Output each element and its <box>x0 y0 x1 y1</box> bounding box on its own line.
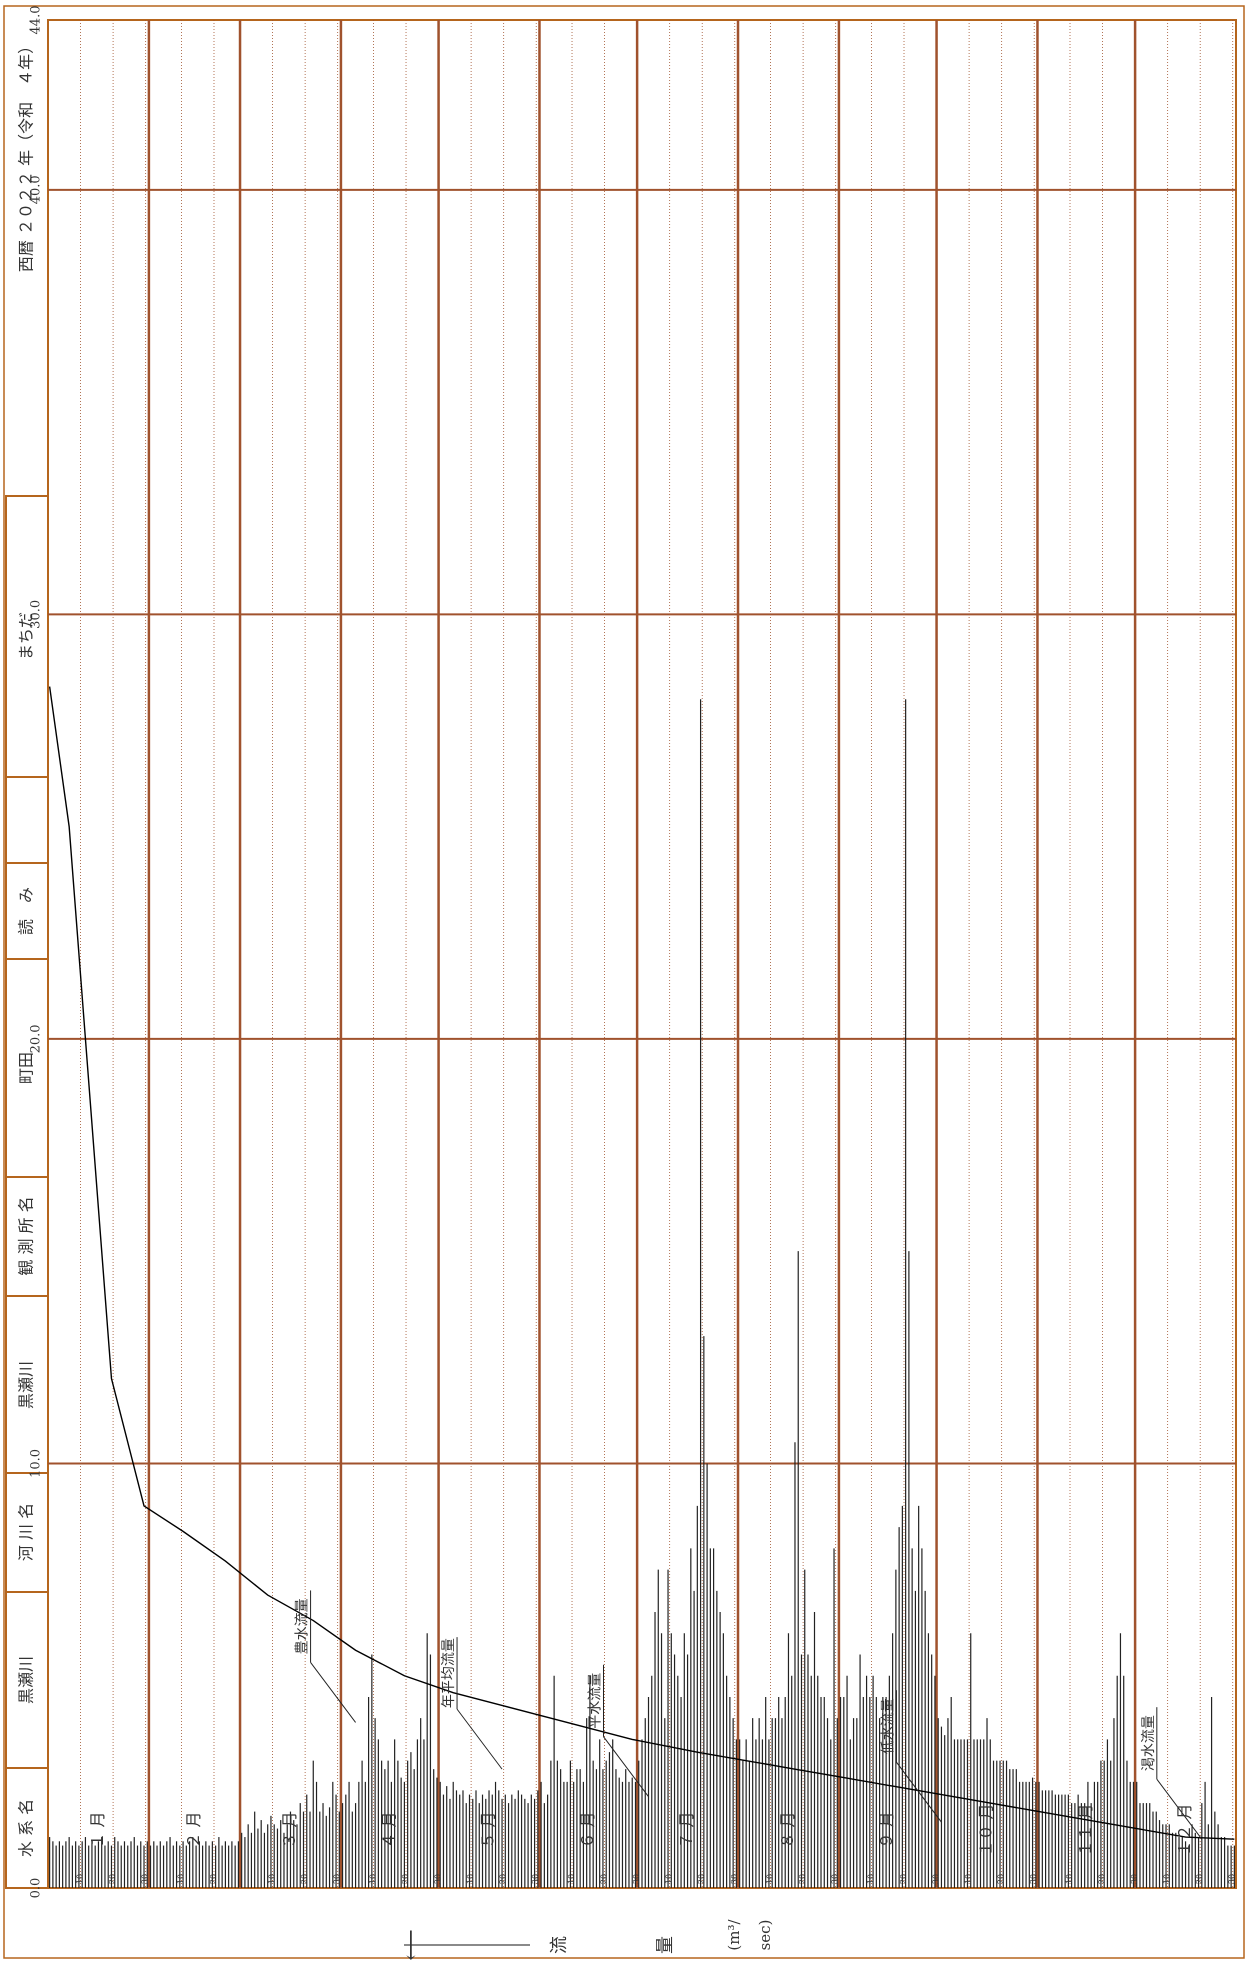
month-label: ２ 月 <box>184 1811 203 1848</box>
day-tick-label: 20 <box>209 1874 218 1884</box>
kansoku-value: 町田 <box>17 1052 36 1084</box>
day-tick-label: 30 <box>831 1874 840 1884</box>
annotation-leader <box>896 1761 942 1823</box>
day-tick-label: 20 <box>401 1874 410 1884</box>
day-tick-label: 30 <box>1228 1874 1237 1884</box>
day-tick-label: 20 <box>499 1874 508 1884</box>
axis-unit-1: (m³/ <box>725 1918 743 1950</box>
value-tick-label: 20.0 <box>29 1024 44 1053</box>
annotation-label: 平水流量 <box>588 1673 604 1729</box>
info-texts: 水 系 名 黒瀬川 河 川 名 黒瀬川 観 測 所 名 町田 読 み まちだ 西… <box>17 38 36 1857</box>
axis-arrow: ⟵ <box>399 1929 424 1961</box>
yomi-value: まちだ <box>17 612 36 660</box>
day-tick-label: 30 <box>632 1874 641 1884</box>
month-label: ８ 月 <box>778 1811 797 1848</box>
axis-label-ryu: 流 <box>549 1936 570 1954</box>
day-tick-label: 10 <box>964 1874 973 1884</box>
suikei-value: 黒瀬川 <box>17 1656 36 1704</box>
value-axis: 44.0 40.0 30.0 20.0 10.0 0.0 <box>29 6 44 1899</box>
day-tick-label: 20 <box>1098 1874 1107 1884</box>
kasen-label: 河 川 名 <box>17 1503 36 1561</box>
month-label: ７ 月 <box>677 1811 696 1848</box>
duration-curve-line <box>48 686 1235 1840</box>
month-label: ３ 月 <box>280 1811 299 1848</box>
day-tick-label: 20 <box>798 1874 807 1884</box>
month-label: ４ 月 <box>379 1811 398 1848</box>
day-tick-label: 10 <box>665 1874 674 1884</box>
suikei-label: 水 系 名 <box>17 1799 36 1857</box>
day-tick-label: 20 <box>697 1874 706 1884</box>
annotation-label: 年平均流量 <box>441 1638 457 1708</box>
day-tick-label: 30 <box>531 1874 540 1884</box>
year-title: 西暦 ２０２２ 年（令和 ４年） <box>17 38 36 272</box>
month-label: ９ 月 <box>877 1811 896 1848</box>
yomi-label: 読 み <box>17 887 36 935</box>
outer-frame <box>3 5 1245 1959</box>
month-label: １０ 月 <box>977 1803 996 1856</box>
kansoku-label: 観 測 所 名 <box>17 1196 36 1275</box>
day-tick-label: 30 <box>434 1874 443 1884</box>
day-tick-label: 10 <box>866 1874 875 1884</box>
annotation-leader <box>603 1736 649 1798</box>
day-tick-label: 10 <box>567 1874 576 1884</box>
value-tick-label: 10.0 <box>29 1449 44 1478</box>
month-label: １２ 月 <box>1175 1803 1194 1856</box>
day-tick-label: 30 <box>1029 1874 1038 1884</box>
day-tick-label: 10 <box>268 1874 277 1884</box>
value-tick-label: 0.0 <box>29 1878 44 1899</box>
day-tick-label: 10 <box>766 1874 775 1884</box>
day-tick-label: 30 <box>730 1874 739 1884</box>
month-label: ５ 月 <box>479 1811 498 1848</box>
annotation-label: 豊水流量 <box>295 1598 311 1654</box>
day-tick-label: 20 <box>300 1874 309 1884</box>
day-tick-label: 20 <box>997 1874 1006 1884</box>
value-tick-label: 40.0 <box>29 175 44 204</box>
annotation-leader <box>456 1708 503 1770</box>
duration-curve <box>48 686 1235 1840</box>
daily-bars <box>49 699 1235 1888</box>
value-tick-label: 30.0 <box>29 600 44 629</box>
annotations: 豊水流量年平均流量平水流量 低水流量 渇水流量 <box>295 1590 1203 1840</box>
day-tick-label: 30 <box>333 1874 342 1884</box>
day-tick-label: 10 <box>368 1874 377 1884</box>
day-tick-label: 20 <box>108 1874 117 1884</box>
day-tick-label: 30 <box>1130 1874 1139 1884</box>
day-tick-label: 30 <box>141 1874 150 1884</box>
kasen-value: 黒瀬川 <box>17 1361 36 1409</box>
grid <box>48 20 1236 1888</box>
day-tick-label: 10 <box>1163 1874 1172 1884</box>
day-tick-label: 20 <box>899 1874 908 1884</box>
day-tick-label: 30 <box>932 1874 941 1884</box>
day-tick-label: 10 <box>76 1874 85 1884</box>
month-label: １ 月 <box>88 1811 107 1848</box>
annotation-label: 低水流量 <box>880 1698 896 1754</box>
value-axis-title: ⟵ 流 量 (m³/ sec) <box>399 1918 774 1960</box>
date-axis: 10 20 30 １ 月 10 20 ２ 月 10 20 30 ３ 月 10 20 30 ４ 月 10 20 30… <box>76 1803 1237 1884</box>
axis-unit-2: sec) <box>756 1920 774 1951</box>
plot-frame <box>47 19 1237 1889</box>
annotation-leader <box>310 1662 356 1723</box>
day-tick-label: 10 <box>466 1874 475 1884</box>
annotation-label: 渇水流量 <box>1141 1715 1157 1771</box>
annotation-leader <box>1156 1778 1203 1840</box>
axis-label-ryo: 量 <box>655 1936 676 1954</box>
day-tick-label: 20 <box>1195 1874 1204 1884</box>
month-label: １１ 月 <box>1076 1803 1095 1856</box>
day-tick-label: 10 <box>1065 1874 1074 1884</box>
month-label: ６ 月 <box>578 1811 597 1848</box>
value-tick-label: 44.0 <box>29 6 44 35</box>
day-tick-label: 10 <box>176 1874 185 1884</box>
day-tick-label: 20 <box>600 1874 609 1884</box>
